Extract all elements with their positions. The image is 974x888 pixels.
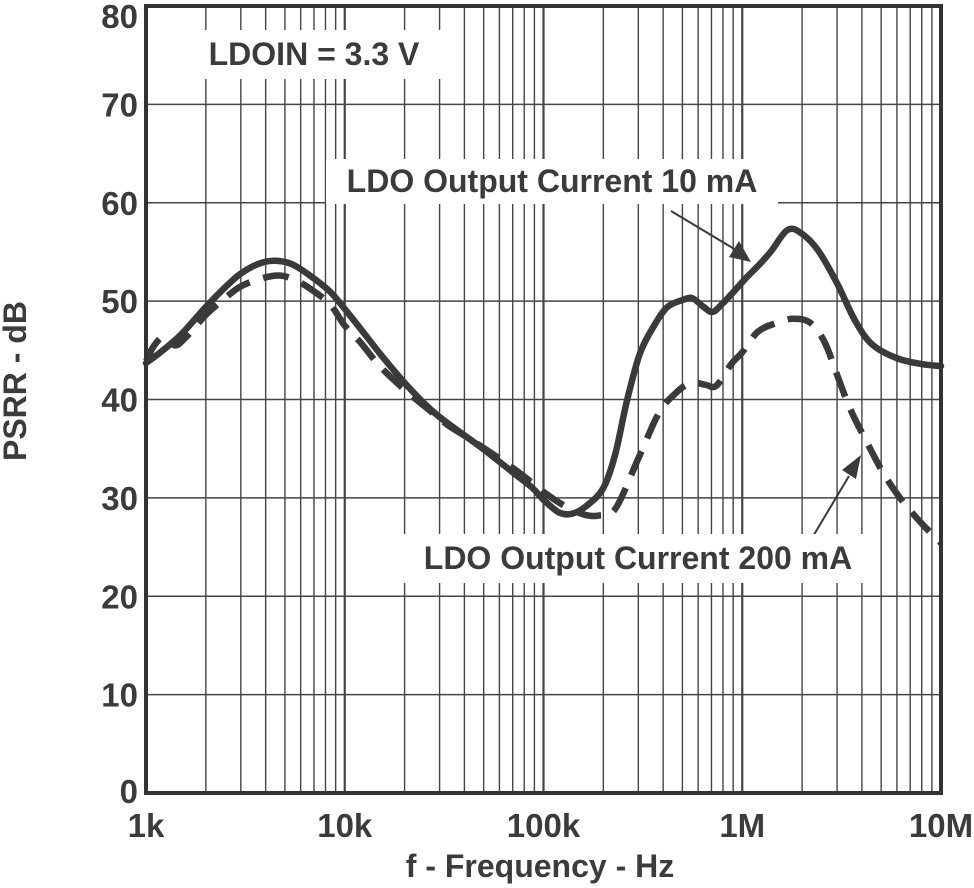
- curves: [142, 225, 945, 546]
- x-tick-label: 100k: [507, 807, 581, 844]
- y-tick-label: 40: [101, 382, 138, 419]
- axis-tick-labels: 0 10 20 30 40 50 60 70 80 1k 10k 100k 1M 10M: [101, 0, 973, 844]
- y-tick-label: 60: [101, 185, 138, 222]
- grid-lines: [146, 6, 941, 793]
- y-tick-label: 50: [101, 283, 138, 320]
- y-tick-label: 80: [101, 0, 138, 35]
- annotation-series-10ma: LDO Output Current 10 mA: [326, 159, 778, 204]
- curve-200ma-dashed: [143, 272, 944, 546]
- y-tick-label: 70: [101, 86, 138, 123]
- x-tick-label: 1M: [719, 807, 765, 844]
- arrow-to-200ma-curve: [811, 455, 861, 539]
- annotation-condition-ldoin: LDOIN = 3.3 V: [172, 30, 456, 79]
- y-tick-label: 10: [101, 677, 138, 714]
- y-tick-label: 0: [120, 773, 138, 810]
- x-tick-label: 10k: [317, 807, 373, 844]
- arrow-to-10ma-curve: [670, 210, 751, 262]
- y-tick-label: 20: [101, 578, 138, 615]
- annotation-series-200ma: LDO Output Current 200 mA: [399, 534, 877, 583]
- curve-10ma-solid: [142, 225, 945, 518]
- plot-border: [144, 4, 943, 795]
- x-tick-label: 1k: [128, 807, 165, 844]
- x-axis-title: f - Frequency - Hz: [406, 848, 674, 884]
- x-tick-label: 10M: [909, 807, 973, 844]
- y-axis-title: PSRR - dB: [0, 301, 33, 461]
- y-tick-label: 30: [101, 480, 138, 517]
